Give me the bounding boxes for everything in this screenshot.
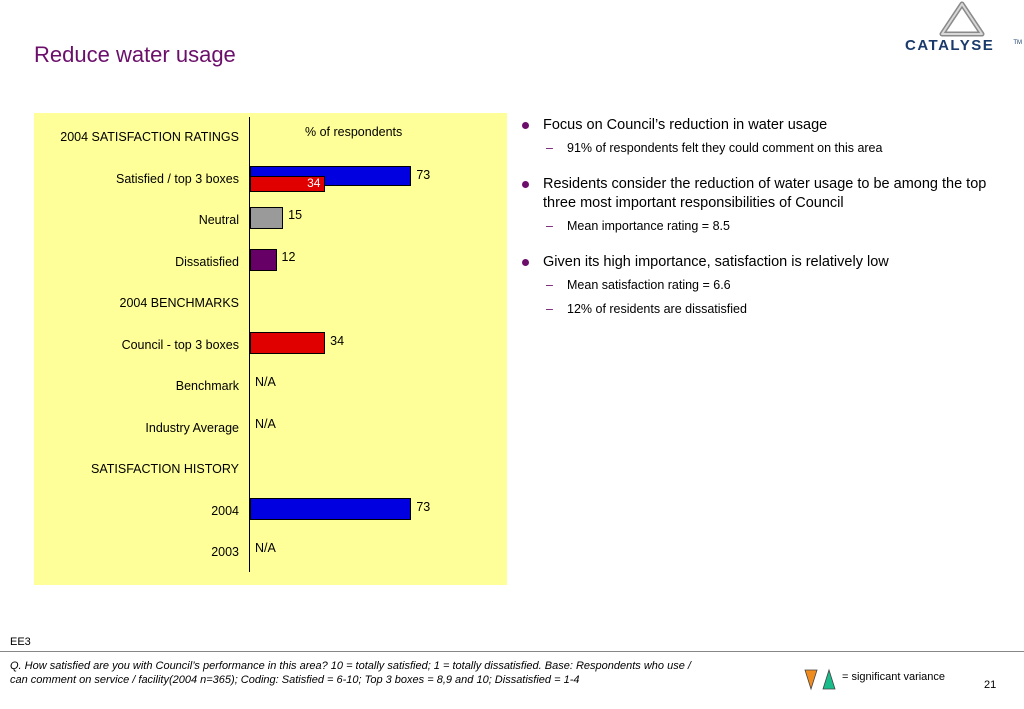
data-label: 12 [281, 249, 296, 264]
row-label: Council - top 3 boxes [121, 337, 239, 352]
bar [250, 497, 412, 520]
sub-bullet-text: Mean satisfaction rating = 6.6 [567, 278, 731, 292]
bullet-item: Given its high importance, satisfaction … [522, 253, 1002, 272]
bullet-text: Residents consider the reduction of wate… [543, 176, 987, 211]
dash-icon: – [546, 278, 553, 292]
bullet-spacer [522, 243, 1002, 253]
bar [250, 331, 326, 354]
x-axis-label: % of respondents [305, 125, 403, 139]
na-label: N/A [255, 375, 276, 389]
bar [250, 248, 277, 271]
catalyse-logo: CATALYSE TM [905, 0, 1022, 62]
sub-bullet-item: – Mean satisfaction rating = 6.6 [522, 278, 1002, 292]
legend-icons [804, 668, 836, 691]
dash-icon: – [546, 219, 553, 233]
logo-tm: TM [1013, 40, 1022, 46]
bullet-dot-icon [522, 122, 529, 129]
data-label: 73 [416, 167, 431, 182]
section-heading: SATISFACTION HISTORY [91, 462, 239, 476]
sub-bullet-item: –91% of respondents felt they could comm… [522, 141, 1002, 155]
bullet-dot-icon [522, 181, 529, 188]
up-triangle-icon [822, 668, 836, 690]
slide-code: EE3 [10, 636, 31, 648]
section-heading: 2004 BENCHMARKS [119, 296, 240, 310]
bullet-text: Focus on Council’s reduction in water us… [543, 117, 828, 133]
bullet-spacer [522, 165, 1002, 175]
triangle-logo-icon [939, 1, 985, 37]
down-triangle-icon [804, 669, 818, 691]
bullet-item: Residents consider the reduction of wate… [522, 175, 1002, 213]
row-label: Satisfied / top 3 boxes [116, 171, 239, 186]
bar [250, 175, 326, 192]
bullet-dot-icon [522, 259, 529, 266]
bar [250, 207, 284, 229]
na-label: N/A [255, 541, 276, 555]
data-label: 73 [416, 499, 431, 514]
row-label: Industry Average [145, 420, 239, 435]
sub-bullet-text: 91% of respondents felt they could comme… [567, 141, 883, 155]
row-label: 2003 [211, 545, 239, 559]
sub-bullet-item: –12% of residents are dissatisfied [522, 302, 1002, 316]
footnote: Q. How satisfied are you with Council’s … [10, 660, 691, 686]
dash-icon: – [546, 302, 553, 316]
legend-text: = significant variance [842, 671, 946, 683]
bullet-spacer [522, 326, 1002, 336]
bullet-text: Given its high importance, satisfaction … [543, 254, 889, 270]
section-heading: 2004 SATISFACTION RATINGS [60, 130, 239, 144]
bullet-list: Focus on Council’s reduction in water us… [522, 116, 1002, 336]
na-label: N/A [255, 416, 276, 431]
row-label: Benchmark [175, 379, 239, 393]
sub-bullet-text: 12% of residents are dissatisfied [567, 302, 747, 316]
footer-divider [0, 651, 1024, 652]
sub-bullet-item: – Mean importance rating = 8.5 [522, 219, 1002, 233]
data-label: 34 [307, 175, 321, 190]
chart-axis [249, 117, 250, 572]
data-label: 15 [288, 208, 303, 222]
bullet-item: Focus on Council’s reduction in water us… [522, 116, 1002, 135]
logo-text: CATALYSE [905, 37, 995, 54]
page-title: Reduce water usage [34, 42, 236, 67]
sub-bullet-text: Mean importance rating = 8.5 [567, 219, 730, 233]
dash-icon: – [546, 141, 553, 155]
row-label: Neutral [198, 213, 239, 227]
data-label: 34 [330, 333, 345, 348]
row-label: 2004 [211, 503, 239, 518]
page-number: 21 [984, 679, 997, 691]
row-label: Dissatisfied [175, 254, 239, 269]
